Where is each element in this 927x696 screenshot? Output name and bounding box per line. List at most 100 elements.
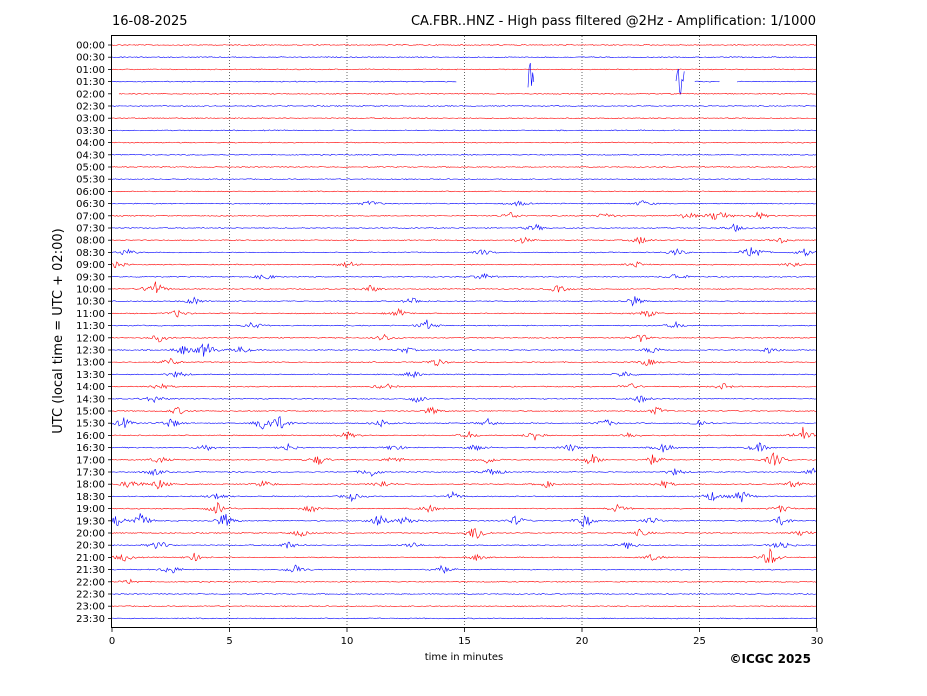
trace-23:30: [111, 617, 818, 620]
y-tick-label: 09:30: [76, 272, 105, 283]
y-tick-label: 08:30: [76, 248, 105, 259]
y-tick-label: 07:30: [76, 224, 105, 235]
y-tick-label: 17:00: [76, 455, 105, 466]
y-tick-label: 09:00: [76, 260, 105, 271]
y-tick-label: 17:30: [76, 468, 105, 479]
trace-13:00: [111, 357, 818, 367]
trace-07:30: [111, 223, 818, 233]
y-tick-label: 23:00: [76, 602, 105, 613]
time-gridlines: [229, 36, 700, 627]
y-tick-label: 13:00: [76, 358, 105, 369]
trace-02:30: [111, 105, 818, 107]
y-tick-label: 06:00: [76, 187, 105, 198]
trace-13:30: [111, 371, 818, 379]
y-tick-label: 21:30: [76, 565, 105, 576]
y-tick-label: 11:00: [76, 309, 105, 320]
y-tick-label: 10:30: [76, 297, 105, 308]
x-axis-label: time in minutes: [425, 652, 504, 663]
trace-01:00: [111, 68, 818, 71]
trace-00:00: [111, 44, 818, 46]
trace-08:30: [111, 247, 818, 257]
trace-17:00: [111, 452, 818, 466]
y-axis-label: UTC (local time = UTC + 02:00): [51, 228, 66, 433]
y-tick-label: 12:00: [76, 333, 105, 344]
y-tick-label: 14:30: [76, 394, 105, 405]
y-tick-label: 21:00: [76, 553, 105, 564]
y-tick-label: 05:30: [76, 175, 105, 186]
trace-04:00: [111, 141, 818, 144]
trace-11:00: [111, 307, 818, 318]
trace-12:00: [111, 333, 818, 343]
y-tick-label: 15:00: [76, 407, 105, 418]
y-tick-label: 16:30: [76, 443, 105, 454]
trace-15:30: [111, 415, 818, 430]
copyright-label: ©ICGC 2025: [729, 652, 811, 666]
x-axis-ticks: 0 5 10 15 20 25 30: [109, 628, 823, 647]
trace-20:00: [111, 528, 818, 539]
trace-09:30: [111, 272, 818, 280]
y-tick-label: 15:30: [76, 419, 105, 430]
trace-21:30: [111, 564, 818, 574]
y-tick-label: 23:30: [76, 614, 105, 625]
y-tick-label: 18:30: [76, 492, 105, 503]
y-tick-label: 13:30: [76, 370, 105, 381]
y-tick-label: 00:00: [76, 41, 105, 52]
y-tick-label: 20:00: [76, 529, 105, 540]
y-tick-label: 16:00: [76, 431, 105, 442]
trace-10:00: [111, 281, 818, 294]
trace-16:00: [111, 426, 818, 441]
trace-08:00: [111, 236, 818, 245]
trace-11:30: [111, 319, 818, 329]
x-tick-label: 25: [693, 636, 706, 647]
trace-14:00: [111, 383, 818, 390]
y-tick-label: 03:30: [76, 126, 105, 137]
trace-23:00: [111, 605, 818, 608]
y-tick-label: 18:00: [76, 480, 105, 491]
trace-15:00: [111, 406, 818, 416]
y-tick-label: 12:30: [76, 346, 105, 357]
trace-05:00: [111, 166, 818, 168]
y-tick-label: 19:00: [76, 504, 105, 515]
trace-00:30: [111, 56, 818, 59]
y-tick-label: 10:00: [76, 285, 105, 296]
trace-03:30: [111, 129, 818, 132]
y-tick-label: 04:30: [76, 150, 105, 161]
y-tick-label: 01:30: [76, 77, 105, 88]
y-tick-label: 11:30: [76, 321, 105, 332]
y-tick-label: 20:30: [76, 541, 105, 552]
y-tick-label: 02:30: [76, 102, 105, 113]
trace-12:30: [111, 343, 818, 357]
y-tick-label: 01:00: [76, 65, 105, 76]
trace-19:00: [111, 501, 818, 514]
y-tick-label: 02:00: [76, 89, 105, 100]
date-label: 16-08-2025: [112, 14, 188, 29]
chart-title: CA.FBR..HNZ - High pass filtered @2Hz - …: [411, 14, 816, 29]
trace-20:30: [111, 541, 818, 550]
trace-09:00: [111, 261, 818, 268]
trace-06:00: [111, 190, 818, 193]
trace-21:00: [111, 548, 818, 563]
y-tick-label: 14:00: [76, 382, 105, 393]
x-tick-label: 10: [341, 636, 354, 647]
trace-22:00: [112, 578, 818, 584]
trace-06:30: [111, 200, 818, 207]
trace-03:00: [111, 117, 818, 120]
y-tick-label: 22:00: [76, 577, 105, 588]
seismic-traces: [111, 44, 818, 620]
x-tick-label: 0: [109, 636, 115, 647]
x-tick-label: 15: [458, 636, 471, 647]
y-tick-label: 05:00: [76, 163, 105, 174]
trace-16:30: [111, 442, 818, 453]
y-tick-label: 22:30: [76, 590, 105, 601]
trace-04:30: [111, 153, 818, 156]
y-tick-label: 03:00: [76, 114, 105, 125]
trace-18:00: [111, 480, 818, 490]
x-tick-label: 5: [226, 636, 232, 647]
trace-05:30: [111, 178, 818, 181]
trace-02:00: [118, 92, 818, 95]
y-tick-label: 08:00: [76, 236, 105, 247]
y-tick-label: 04:00: [76, 138, 105, 149]
trace-10:30: [111, 296, 818, 307]
